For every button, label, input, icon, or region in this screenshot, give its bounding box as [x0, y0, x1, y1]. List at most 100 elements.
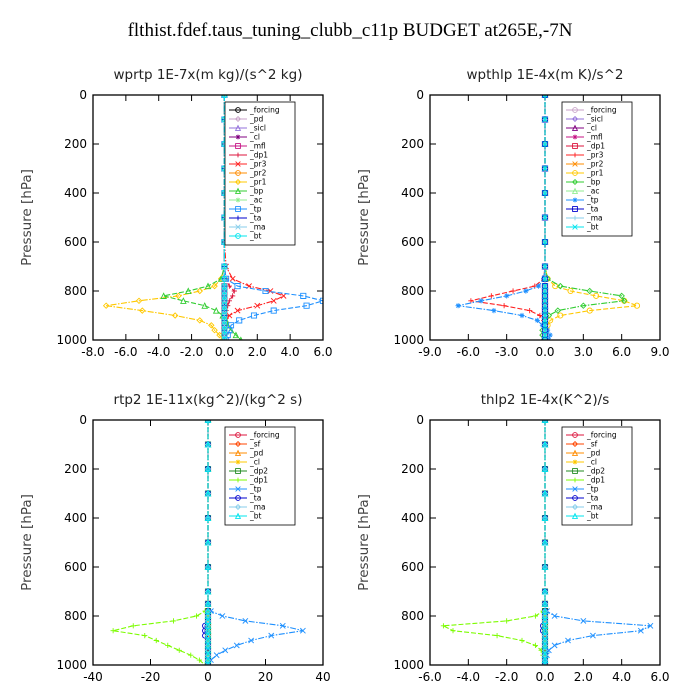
- x-tick-label: 3.0: [574, 345, 593, 359]
- legend-marker: [235, 161, 241, 167]
- legend-marker: [572, 224, 578, 230]
- legend-label: _mfl: [586, 133, 603, 142]
- y-tick-label: 600: [64, 560, 87, 574]
- legend-marker: [572, 170, 578, 176]
- series-point: [270, 297, 277, 304]
- legend-label: _mfl: [249, 142, 266, 151]
- series-point: [551, 642, 558, 649]
- series-point: [176, 647, 182, 653]
- legend-marker: [235, 233, 241, 239]
- series-point: [593, 292, 600, 299]
- plot-frame: [429, 419, 661, 666]
- series-point: [541, 563, 549, 571]
- legend-label: _ac: [586, 187, 599, 196]
- y-tick-label: 0: [416, 413, 424, 427]
- legend-marker: [234, 124, 242, 131]
- y-tick-label: 800: [64, 284, 87, 298]
- x-tick-label: -40: [83, 670, 103, 684]
- y-axis-label: Pressure [hPa]: [356, 494, 372, 591]
- x-tick-label: -6.0: [114, 345, 137, 359]
- series-point: [440, 623, 447, 629]
- legend-label: _dp1: [586, 476, 605, 485]
- series-point: [139, 307, 146, 314]
- legend-label: _sf: [249, 440, 261, 449]
- x-tick-label: 2.0: [574, 670, 593, 684]
- series-point: [542, 288, 548, 294]
- legend-marker: [235, 477, 241, 483]
- legend-marker: [234, 503, 242, 511]
- plot-area: [455, 95, 641, 340]
- legend-marker: [572, 206, 578, 212]
- series-point: [221, 332, 228, 339]
- series-point: [542, 312, 548, 319]
- series-point: [226, 283, 232, 289]
- series-point: [204, 538, 212, 546]
- chart-panel: wpthlp 1E-4x(m K)/s^2 Pressure [hPa] -9.0 -…: [356, 67, 670, 359]
- x-tick-label: -3.0: [495, 345, 518, 359]
- series-point: [202, 662, 208, 665]
- y-tick-label: 600: [64, 235, 87, 249]
- x-tick-label: 0.0: [215, 345, 234, 359]
- legend-label: _dp2: [249, 467, 268, 476]
- legend-marker: [235, 143, 241, 149]
- y-tick-label: 1000: [393, 658, 424, 672]
- panel-title: wpthlp 1E-4x(m K)/s^2: [467, 67, 624, 83]
- series-point: [212, 306, 220, 314]
- legend-marker: [571, 449, 579, 456]
- y-tick-label: 800: [401, 284, 424, 298]
- series-point: [262, 287, 269, 295]
- series-point: [536, 283, 542, 289]
- legend-marker: [235, 468, 241, 474]
- plot-area: [102, 95, 323, 340]
- series-point: [542, 297, 548, 304]
- series-point: [221, 292, 228, 299]
- series-point: [201, 302, 209, 309]
- series-point: [300, 292, 307, 299]
- legend-marker: [235, 486, 241, 492]
- legend-label: _ma: [249, 503, 266, 512]
- legend-marker: [234, 115, 242, 123]
- legend-label: _bt: [586, 223, 599, 232]
- series-point: [270, 307, 277, 314]
- x-tick-label: 6.0: [313, 345, 332, 359]
- y-tick-label: 1000: [393, 333, 424, 347]
- legend-label: _bp: [249, 187, 264, 196]
- series-point: [221, 283, 228, 290]
- series-point: [175, 292, 182, 300]
- chart-panel: wprtp 1E-7x(m kg)/(s^2 kg) Pressure [hPa]…: [19, 67, 333, 359]
- series-point: [547, 332, 553, 338]
- legend-label: _tp: [586, 196, 599, 205]
- series-point: [234, 283, 241, 290]
- series-point: [221, 263, 228, 270]
- y-tick-label: 600: [401, 235, 424, 249]
- legend-marker: [234, 440, 242, 448]
- y-tick-label: 200: [64, 137, 87, 151]
- legend-label: _pd: [586, 449, 601, 458]
- series-point: [226, 312, 233, 319]
- x-tick-label: 20: [258, 670, 273, 684]
- legend-label: _pd: [249, 115, 264, 124]
- legend-marker: [572, 134, 578, 140]
- series-point: [542, 322, 548, 329]
- legend-marker: [572, 477, 578, 483]
- series-point: [221, 297, 228, 304]
- series-point: [494, 633, 500, 639]
- legend-marker: [235, 107, 241, 113]
- series-point: [542, 317, 548, 324]
- legend-marker: [235, 152, 241, 158]
- legend-label: _pd: [249, 449, 264, 458]
- series-point: [248, 637, 255, 644]
- series-point: [142, 633, 148, 639]
- series-point: [637, 627, 644, 634]
- plot-frame: [429, 94, 661, 341]
- plot-area: [440, 420, 654, 665]
- series-point: [204, 282, 212, 290]
- series-point: [250, 312, 258, 319]
- legend-label: _bt: [249, 512, 262, 521]
- x-tick-label: 4.0: [281, 345, 300, 359]
- series-point: [216, 331, 223, 339]
- series-line: [441, 420, 546, 665]
- legend-label: _pr2: [249, 169, 267, 178]
- chart-panel: rtp2 1E-11x(kg^2)/(kg^2 s) Pressure [hPa]…: [19, 392, 331, 684]
- series-point: [589, 632, 596, 639]
